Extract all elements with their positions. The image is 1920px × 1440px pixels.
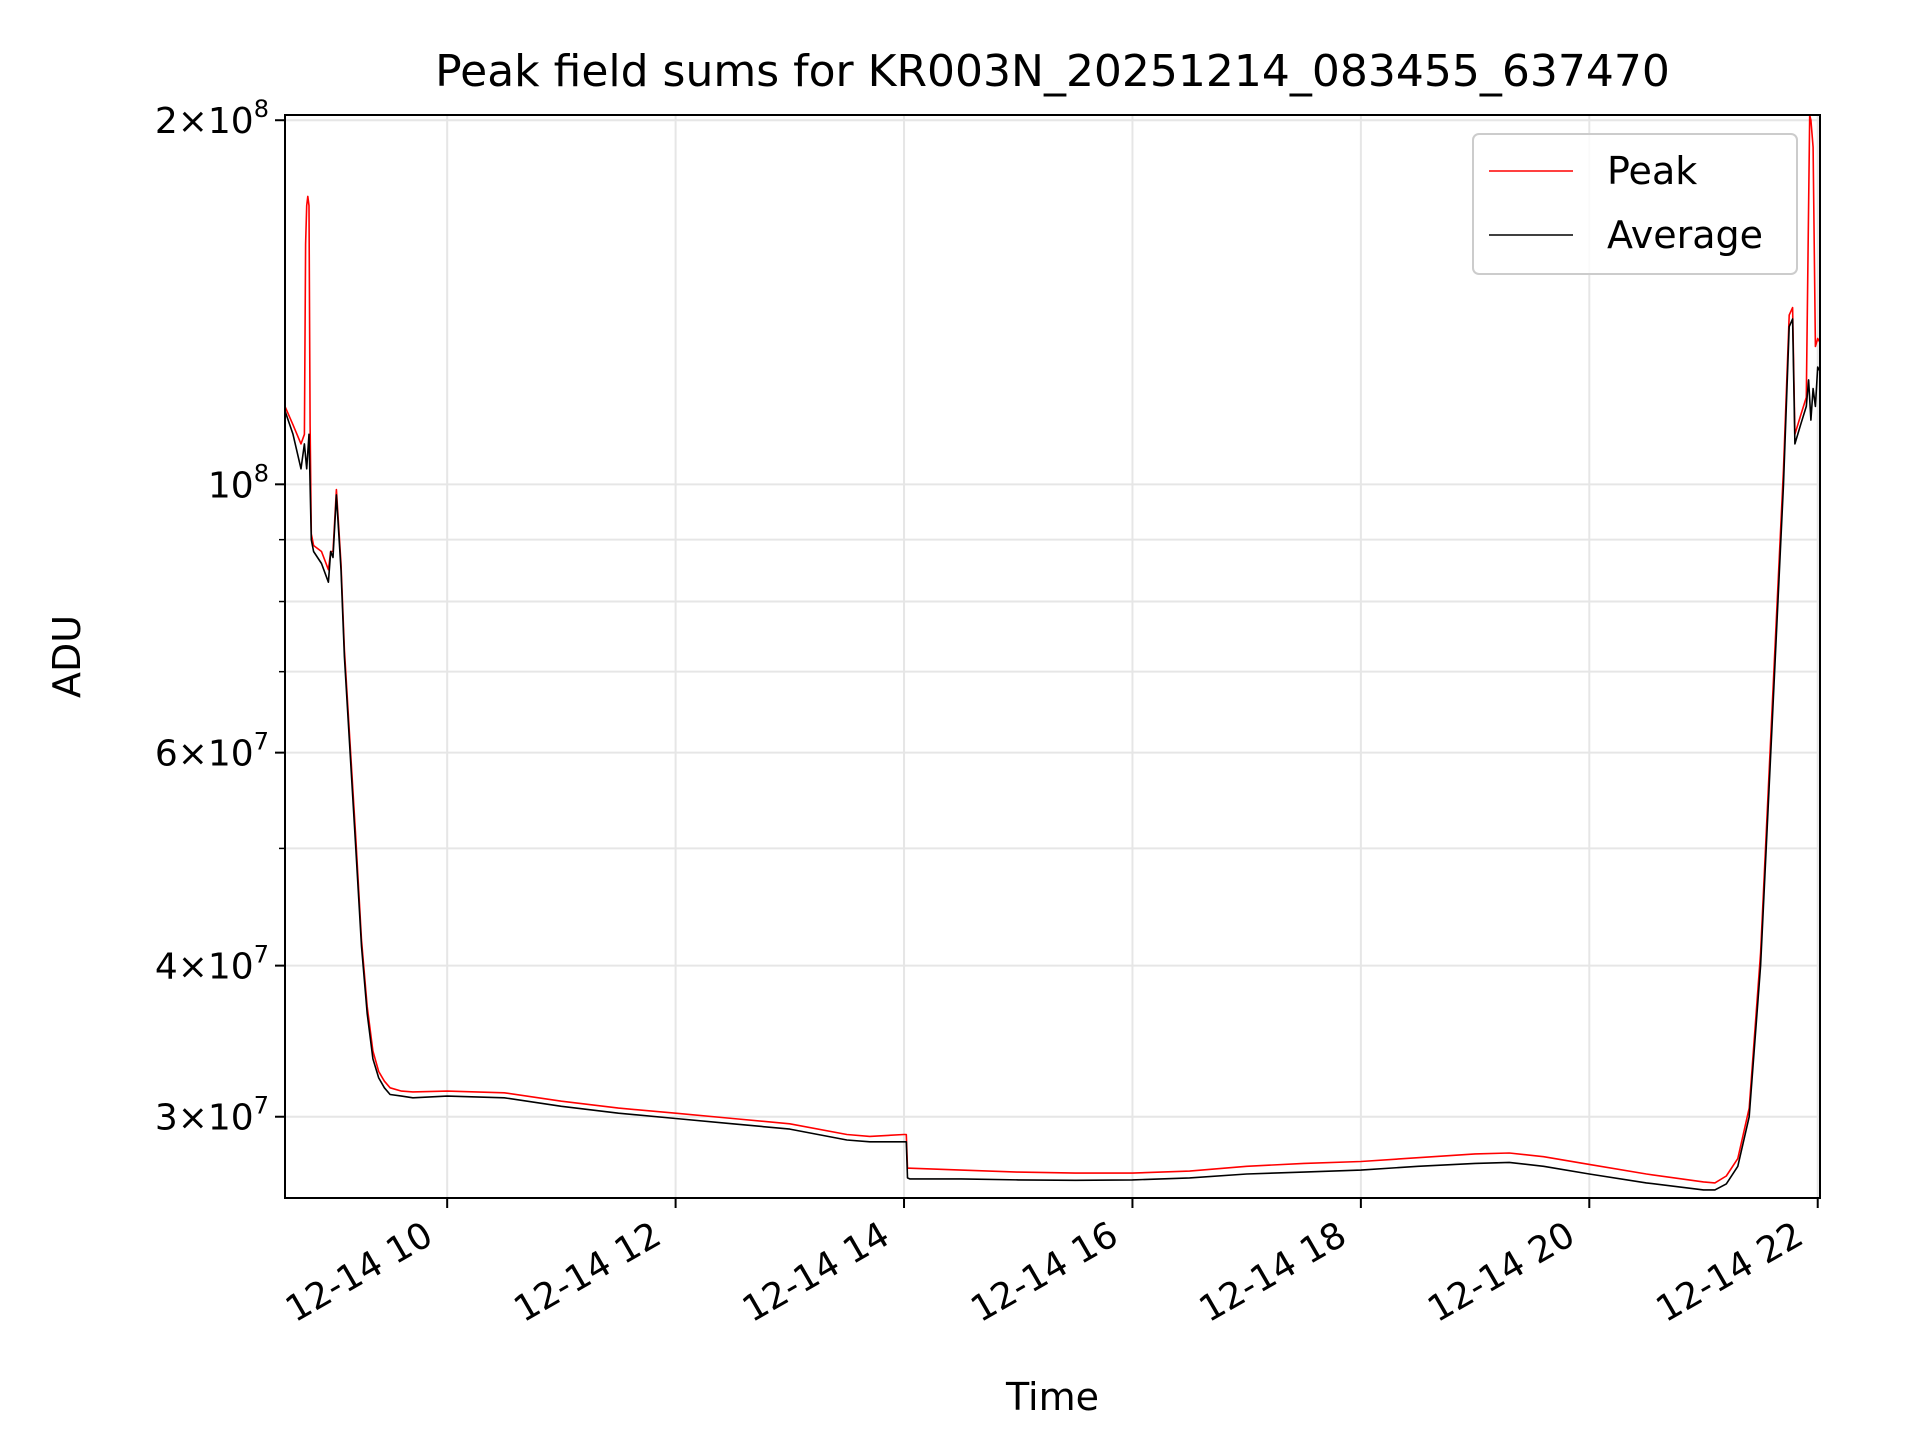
y-tick-label: 2×108	[155, 95, 269, 142]
y-tick-times-sign: ×	[178, 1098, 208, 1139]
x-axis-label: Time	[1005, 1375, 1099, 1419]
series-line-average	[284, 318, 1821, 1191]
y-tick-label: 4×107	[155, 941, 269, 988]
chart-title: Peak field sums for KR003N_20251214_0834…	[435, 46, 1670, 97]
y-tick-mantissa: 6	[155, 734, 178, 775]
y-tick-label: 108	[208, 459, 269, 506]
series-layer	[284, 114, 1821, 1191]
y-tick-exponent: 7	[254, 728, 269, 756]
y-axis-label: ADU	[45, 615, 89, 698]
y-tick-exponent: 7	[254, 941, 269, 969]
y-tick-mantissa: 2	[155, 101, 178, 142]
y-tick-label: 3×107	[155, 1092, 269, 1139]
grid-lines	[285, 115, 1820, 1198]
plot-frame	[284, 114, 1821, 1199]
y-tick-exponent: 8	[254, 459, 269, 487]
y-tick-base: 10	[208, 947, 254, 988]
y-tick-exponent: 8	[254, 95, 269, 123]
y-tick-label: 6×107	[155, 728, 269, 775]
y-tick-base: 10	[208, 1098, 254, 1139]
y-tick-mantissa: 4	[155, 947, 178, 988]
y-tick-times-sign: ×	[178, 947, 208, 988]
y-tick-mantissa: 3	[155, 1098, 178, 1139]
legend-box	[1472, 133, 1798, 275]
y-tick-times-sign: ×	[178, 734, 208, 775]
y-tick-exponent: 7	[254, 1092, 269, 1120]
y-tick-base: 10	[208, 465, 254, 506]
legend-label-peak: Peak	[1607, 149, 1697, 193]
legend-label-average: Average	[1607, 213, 1763, 257]
y-tick-base: 10	[208, 734, 254, 775]
legend: Peak Average	[1472, 133, 1798, 275]
y-tick-times-sign: ×	[178, 101, 208, 142]
y-tick-base: 10	[208, 101, 254, 142]
